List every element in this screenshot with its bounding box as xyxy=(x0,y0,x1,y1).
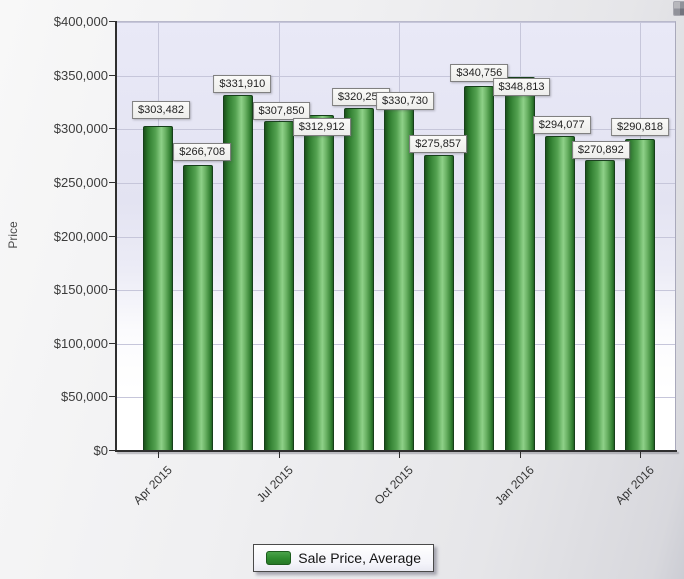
y-tick-label: $350,000 xyxy=(53,67,108,83)
bar-value-label: $340,756 xyxy=(450,63,509,82)
x-tick xyxy=(640,452,641,458)
y-tick-label: $100,000 xyxy=(53,335,108,351)
bar xyxy=(625,139,655,451)
x-tick-label: Jan 2016 xyxy=(491,463,537,508)
bar-value-label: $348,813 xyxy=(492,77,551,96)
bar xyxy=(544,135,575,451)
bar xyxy=(143,125,173,451)
y-tick xyxy=(109,128,115,130)
x-tick xyxy=(519,452,521,458)
bar-value-label: $331,910 xyxy=(213,75,272,94)
y-tick xyxy=(109,74,115,76)
bar xyxy=(464,85,495,451)
x-tick-label: Jul 2015 xyxy=(253,463,296,505)
bar xyxy=(384,96,414,451)
y-tick xyxy=(109,181,115,183)
y-tick xyxy=(109,21,115,22)
bar-value-label: $275,857 xyxy=(409,135,468,154)
y-tick xyxy=(109,342,115,344)
bar-value-label: $290,818 xyxy=(611,118,669,137)
bar-value-label: $270,892 xyxy=(571,141,630,160)
x-axis-line xyxy=(115,450,677,452)
bar-value-label: $312,912 xyxy=(292,118,351,137)
x-tick xyxy=(158,452,159,458)
h-gridline xyxy=(117,75,675,77)
legend: Sale Price, Average xyxy=(253,544,434,572)
bar xyxy=(183,164,214,451)
y-tick-label: $250,000 xyxy=(53,174,108,190)
y-tick-label: $0 xyxy=(93,443,108,458)
y-tick-label: $50,000 xyxy=(61,389,108,405)
bar xyxy=(584,160,615,451)
bar xyxy=(424,155,455,451)
plot-area xyxy=(117,21,676,451)
y-tick-label: $400,000 xyxy=(53,14,108,29)
y-tick-label: $200,000 xyxy=(53,228,108,244)
y-tick xyxy=(109,396,115,398)
legend-label: Sale Price, Average xyxy=(298,550,421,566)
x-tick-label: Apr 2016 xyxy=(612,463,657,508)
chart-grid-icon[interactable] xyxy=(673,1,684,16)
y-tick-label: $300,000 xyxy=(53,121,108,137)
bar-value-label: $266,708 xyxy=(173,142,232,161)
y-axis-line xyxy=(115,21,117,452)
legend-swatch-icon xyxy=(266,551,292,565)
bar xyxy=(303,115,334,451)
bar-value-label: $307,850 xyxy=(252,101,311,120)
x-tick-label: Oct 2015 xyxy=(371,463,416,508)
h-gridline xyxy=(117,22,675,23)
bar-value-label: $320,259 xyxy=(331,87,390,106)
bar xyxy=(504,76,535,451)
y-tick xyxy=(109,450,115,451)
y-tick-label: $150,000 xyxy=(53,282,108,298)
x-tick xyxy=(399,452,400,458)
bar xyxy=(343,107,374,451)
bar-value-label: $294,077 xyxy=(532,115,591,134)
y-tick xyxy=(109,235,115,237)
y-tick xyxy=(109,289,115,291)
y-axis-title: Price xyxy=(6,221,20,249)
bar-value-label: $303,482 xyxy=(132,100,190,119)
bar-value-label: $330,730 xyxy=(376,92,434,111)
x-tick xyxy=(278,452,280,458)
x-tick-label: Apr 2015 xyxy=(130,463,175,508)
bar xyxy=(263,120,294,451)
